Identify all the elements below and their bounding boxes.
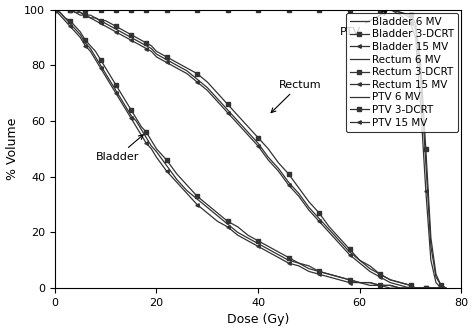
PTV 6 MV xyxy=(413,27,419,31)
PTV 15 MV xyxy=(286,8,292,12)
Bladder 15 MV xyxy=(423,286,428,290)
Bladder 3-DCRT xyxy=(265,244,271,248)
Line: Rectum 15 MV: Rectum 15 MV xyxy=(53,8,443,290)
Bladder 6 MV xyxy=(265,247,271,251)
Bladder 3-DCRT xyxy=(438,286,444,290)
Rectum 15 MV xyxy=(73,10,78,14)
PTV 6 MV xyxy=(255,8,261,12)
Bladder 15 MV xyxy=(265,250,271,254)
Text: PTV: PTV xyxy=(339,12,387,37)
PTV 15 MV xyxy=(357,8,363,12)
Bladder 6 MV xyxy=(398,286,403,290)
Bladder 6 MV xyxy=(194,197,200,201)
Rectum 6 MV xyxy=(413,286,419,290)
PTV 3-DCRT xyxy=(52,8,58,12)
PTV 3-DCRT xyxy=(286,8,292,12)
Rectum 3-DCRT xyxy=(413,286,419,290)
Rectum 6 MV xyxy=(286,180,292,184)
Rectum 15 MV xyxy=(194,80,200,84)
Rectum 6 MV xyxy=(194,77,200,81)
Bladder 3-DCRT xyxy=(52,8,58,12)
PTV 6 MV xyxy=(286,8,292,12)
Text: Bladder: Bladder xyxy=(95,135,143,162)
Y-axis label: % Volume: % Volume xyxy=(6,118,18,180)
Rectum 3-DCRT xyxy=(438,286,444,290)
PTV 6 MV xyxy=(357,8,363,12)
Rectum 6 MV xyxy=(423,286,428,290)
Bladder 3-DCRT xyxy=(423,286,428,290)
Bladder 3-DCRT xyxy=(73,24,78,28)
Bladder 15 MV xyxy=(194,203,200,207)
Bladder 15 MV xyxy=(144,141,149,145)
PTV 6 MV xyxy=(265,8,271,12)
Line: PTV 6 MV: PTV 6 MV xyxy=(55,10,446,288)
PTV 15 MV xyxy=(255,8,261,12)
Bladder 15 MV xyxy=(73,30,78,34)
Bladder 15 MV xyxy=(438,286,444,290)
Rectum 3-DCRT xyxy=(423,286,428,290)
Rectum 3-DCRT xyxy=(52,8,58,12)
Bladder 6 MV xyxy=(286,258,292,262)
Rectum 6 MV xyxy=(438,286,444,290)
Bladder 15 MV xyxy=(387,286,393,290)
Bladder 15 MV xyxy=(286,261,292,265)
Bladder 6 MV xyxy=(52,8,58,12)
PTV 15 MV xyxy=(443,286,449,290)
PTV 3-DCRT xyxy=(357,8,363,12)
Rectum 3-DCRT xyxy=(194,72,200,76)
PTV 6 MV xyxy=(123,8,129,12)
Line: Rectum 6 MV: Rectum 6 MV xyxy=(55,10,441,288)
PTV 6 MV xyxy=(443,286,449,290)
Line: Bladder 6 MV: Bladder 6 MV xyxy=(55,10,441,288)
PTV 3-DCRT xyxy=(123,8,129,12)
Rectum 15 MV xyxy=(423,286,428,290)
PTV 15 MV xyxy=(265,8,271,12)
PTV 15 MV xyxy=(52,8,58,12)
Bladder 6 MV xyxy=(423,286,428,290)
Bladder 6 MV xyxy=(73,27,78,31)
Line: Bladder 15 MV: Bladder 15 MV xyxy=(53,8,443,290)
Rectum 6 MV xyxy=(265,155,271,159)
PTV 15 MV xyxy=(413,36,419,40)
Bladder 15 MV xyxy=(52,8,58,12)
Rectum 3-DCRT xyxy=(73,8,78,12)
Rectum 6 MV xyxy=(73,10,78,14)
PTV 15 MV xyxy=(123,8,129,12)
Bladder 3-DCRT xyxy=(194,194,200,198)
Bladder 6 MV xyxy=(438,286,444,290)
Rectum 3-DCRT xyxy=(286,172,292,176)
Line: Rectum 3-DCRT: Rectum 3-DCRT xyxy=(53,8,443,290)
Legend: Bladder 6 MV, Bladder 3-DCRT, Bladder 15 MV, Rectum 6 MV, Rectum 3-DCRT, Rectum : Bladder 6 MV, Bladder 3-DCRT, Bladder 15… xyxy=(346,13,458,132)
Text: Rectum: Rectum xyxy=(271,80,321,113)
Rectum 15 MV xyxy=(265,158,271,162)
PTV 15 MV xyxy=(438,286,444,290)
Rectum 6 MV xyxy=(144,44,149,48)
Line: Bladder 3-DCRT: Bladder 3-DCRT xyxy=(53,8,443,290)
Bladder 6 MV xyxy=(144,136,149,140)
Rectum 15 MV xyxy=(52,8,58,12)
Rectum 15 MV xyxy=(408,286,413,290)
PTV 3-DCRT xyxy=(255,8,261,12)
Rectum 6 MV xyxy=(52,8,58,12)
Rectum 3-DCRT xyxy=(144,41,149,45)
X-axis label: Dose (Gy): Dose (Gy) xyxy=(227,313,289,326)
PTV 6 MV xyxy=(52,8,58,12)
Line: PTV 3-DCRT: PTV 3-DCRT xyxy=(53,8,448,290)
Bladder 3-DCRT xyxy=(144,130,149,134)
Rectum 15 MV xyxy=(438,286,444,290)
PTV 3-DCRT xyxy=(265,8,271,12)
Rectum 3-DCRT xyxy=(265,147,271,151)
Rectum 15 MV xyxy=(286,183,292,187)
Line: PTV 15 MV: PTV 15 MV xyxy=(53,8,448,290)
PTV 3-DCRT xyxy=(443,286,449,290)
Rectum 15 MV xyxy=(144,46,149,50)
Bladder 3-DCRT xyxy=(286,256,292,260)
PTV 3-DCRT xyxy=(413,22,419,26)
Bladder 3-DCRT xyxy=(398,286,403,290)
